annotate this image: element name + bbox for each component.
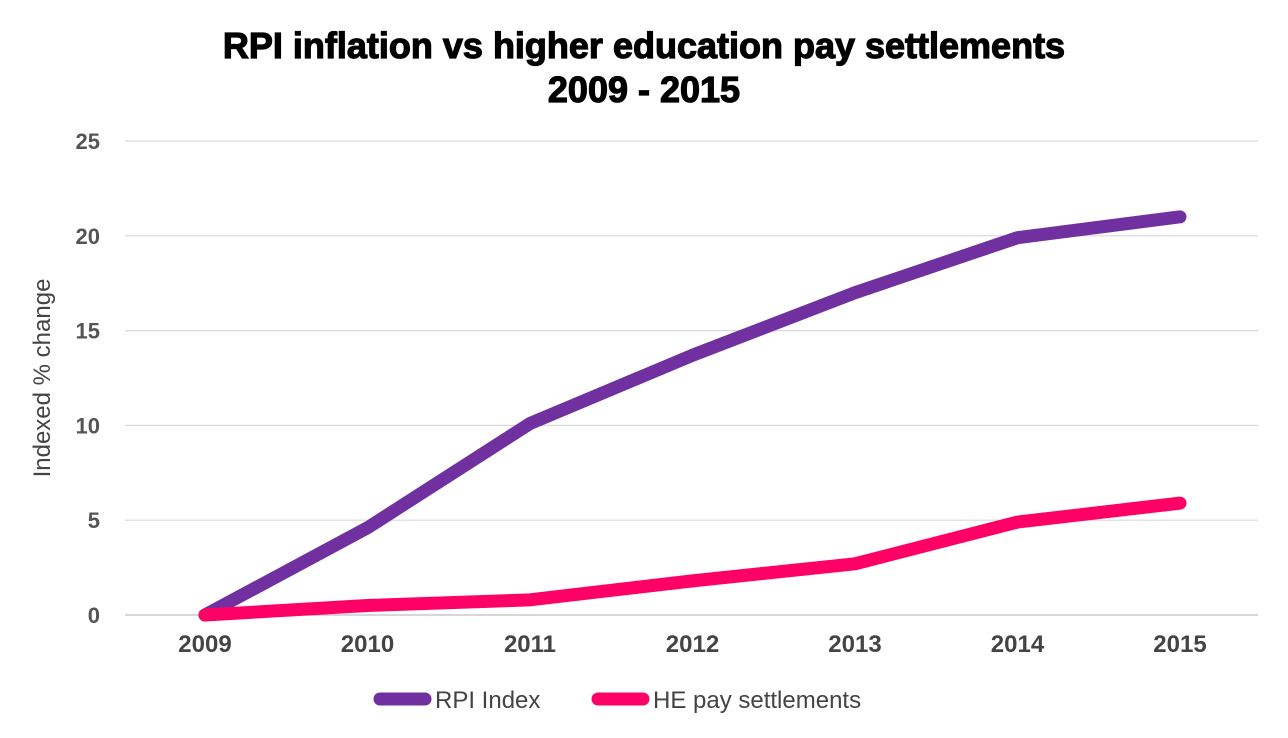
x-axis-ticks: 2009 2010 2011 2012 2013 2014 2015 — [178, 631, 1206, 658]
gridlines — [125, 140, 1258, 616]
x-tick-label: 2013 — [828, 631, 881, 658]
y-tick-label: 10 — [76, 413, 100, 438]
y-tick-label: 20 — [76, 224, 100, 249]
y-tick-label: 15 — [76, 319, 100, 344]
x-tick-label: 2015 — [1153, 631, 1206, 658]
legend-label: RPI Index — [435, 687, 540, 714]
x-tick-label: 2009 — [178, 631, 231, 658]
legend: RPI Index HE pay settlements — [373, 687, 861, 714]
x-tick-label: 2010 — [341, 631, 394, 658]
series-lines — [198, 210, 1187, 622]
chart-title-line-1: RPI inflation vs higher education pay se… — [223, 25, 1065, 66]
y-tick-label: 0 — [88, 603, 100, 628]
y-tick-label: 5 — [88, 508, 100, 533]
series-line-rpi-index — [198, 210, 1187, 622]
y-axis-label: Indexed % change — [29, 279, 56, 478]
x-tick-label: 2012 — [666, 631, 719, 658]
legend-label: HE pay settlements — [653, 687, 861, 714]
chart-title-line-2: 2009 - 2015 — [548, 69, 740, 110]
y-tick-label: 25 — [76, 129, 100, 154]
x-tick-label: 2014 — [991, 631, 1045, 658]
x-tick-label: 2011 — [504, 631, 556, 658]
y-axis-ticks: 0 5 10 15 20 25 — [76, 129, 100, 628]
